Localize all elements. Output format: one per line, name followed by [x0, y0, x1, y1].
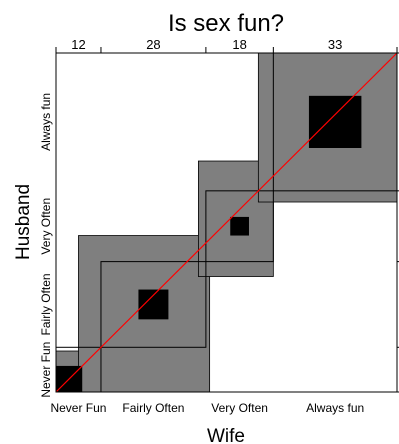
marginal-frame	[100, 261, 207, 348]
exact-agreement-layer	[56, 95, 362, 392]
y-axis-label: Husband	[13, 184, 34, 260]
y-tick-label: Fairly Often	[39, 273, 53, 335]
x-tick-label: Very Often	[211, 401, 268, 415]
chart-title: Is sex fun?	[168, 10, 284, 37]
column-total-label: 33	[328, 37, 342, 52]
plot-frame	[55, 52, 398, 393]
marginal-frame	[205, 190, 274, 263]
x-tick-label: Fairly Often	[122, 401, 184, 415]
axes-layer	[55, 47, 399, 393]
exact-agreement-square	[230, 216, 249, 236]
y-tick-label: Very Often	[39, 198, 53, 255]
x-axis-label: Wife	[207, 426, 245, 444]
x-tick-label: Always fun	[306, 401, 364, 415]
tick-labels-layer: 12 28 18 33 Never Fun Fairly Often Very Often A…	[39, 37, 364, 415]
exact-agreement-square	[308, 95, 362, 148]
exact-agreement-square	[138, 289, 169, 320]
y-tick-label: Never Fun	[39, 342, 53, 398]
column-total-label: 28	[146, 37, 160, 52]
diagonal-line	[55, 52, 398, 393]
column-total-label: 12	[71, 37, 85, 52]
y-tick-label: Always fun	[39, 93, 53, 151]
column-total-label: 18	[232, 37, 246, 52]
x-tick-label: Never Fun	[50, 401, 106, 415]
